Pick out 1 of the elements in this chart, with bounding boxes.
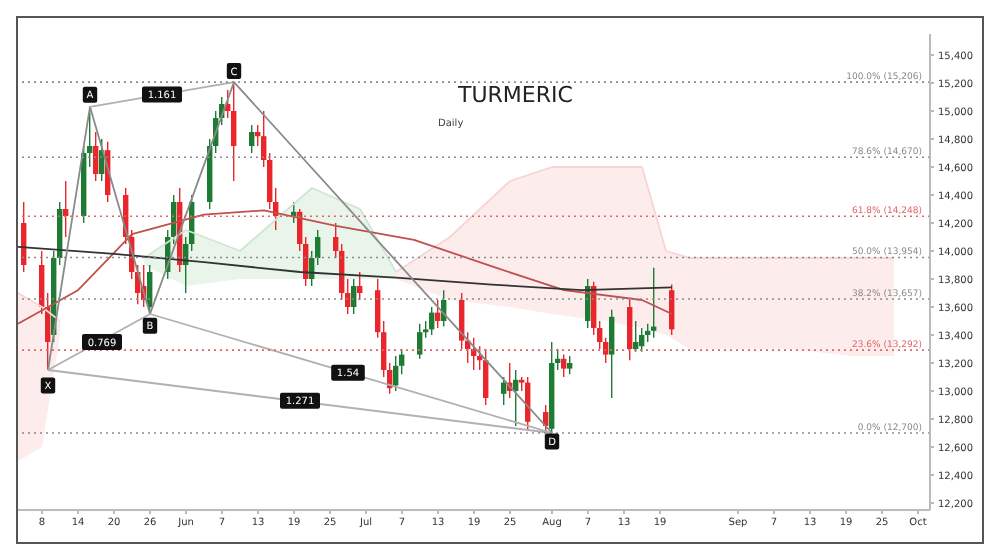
text: TURMERIC	[458, 82, 573, 108]
